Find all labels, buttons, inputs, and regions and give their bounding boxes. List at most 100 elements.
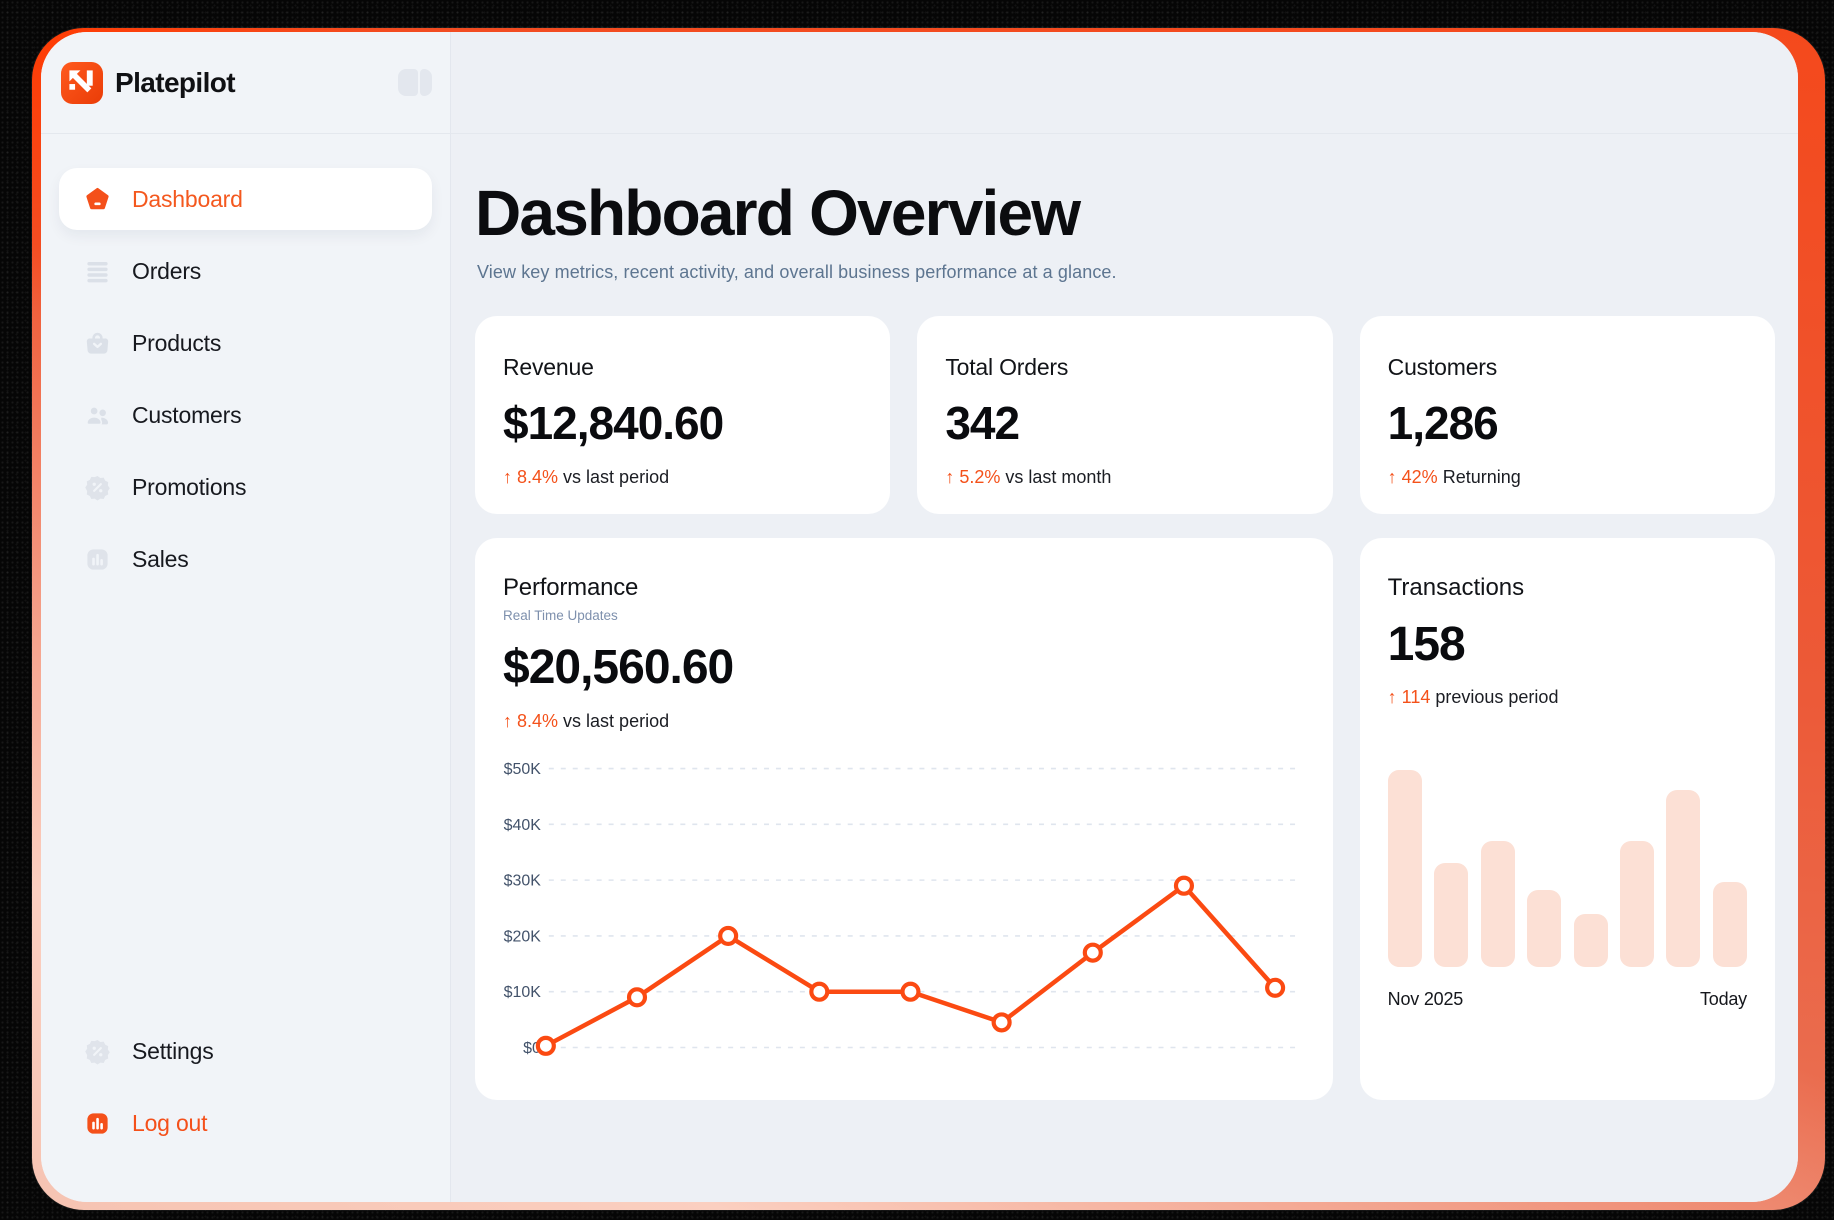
metric-value: $12,840.60 [503, 397, 724, 449]
delta-note: vs last month [1005, 467, 1112, 487]
transactions-title: Transactions [1387, 574, 1525, 601]
metric-value: 342 [945, 397, 1020, 449]
transactions-bar [1573, 913, 1608, 967]
sidebar-item-settings[interactable]: Settings [59, 1020, 432, 1082]
range-end-label: Today [1699, 989, 1747, 1009]
sidebar-collapse-button[interactable] [398, 69, 432, 96]
app-window: Platepilot Dashboard [41, 32, 1798, 1202]
delta-up-indicator: ↑ 5.2% [945, 467, 1001, 487]
metric-value: 1,286 [1387, 397, 1499, 449]
performance-realtime-tag: Real Time Updates [503, 608, 618, 623]
sidebar-item-logout[interactable]: Log out [59, 1092, 432, 1154]
sidebar-item-sales[interactable]: Sales [59, 528, 432, 590]
performance-delta: ↑ 8.4% vs last period [503, 711, 1305, 732]
line-chart-point [718, 925, 739, 946]
brand-name: Platepilot [115, 66, 236, 98]
line-chart-point [1082, 942, 1103, 963]
svg-text:$10K: $10K [504, 984, 542, 1001]
customers-card: Customers 1,286 ↑ 42% Returning [1359, 316, 1775, 514]
sidebar-item-orders[interactable]: Orders [59, 240, 432, 302]
transactions-bar [1527, 890, 1562, 967]
sidebar-item-label: Products [132, 329, 222, 356]
delta-note: vs last period [563, 711, 670, 731]
settings-icon [84, 1038, 111, 1065]
dashboard-icon [84, 186, 111, 213]
orders-icon [84, 258, 111, 285]
transactions-bar [1434, 862, 1469, 967]
line-chart-point [1173, 875, 1195, 896]
sidebar-item-label: Customers [132, 401, 242, 428]
sidebar-item-label: Log out [132, 1109, 208, 1136]
delta-up-indicator: ↑ 8.4% [503, 467, 559, 487]
delta-up-indicator: ↑ 42% [1387, 467, 1438, 487]
transactions-value: 158 [1387, 618, 1466, 671]
line-chart-point [900, 981, 921, 1002]
sidebar-item-dashboard[interactable]: Dashboard [59, 168, 432, 230]
line-chart-point [1265, 977, 1286, 998]
delta-note: vs last period [563, 467, 670, 487]
svg-text:$40K: $40K [504, 817, 542, 834]
transactions-delta: ↑ 114 previous period [1388, 687, 1747, 708]
logout-icon [84, 1110, 111, 1137]
dashboard-grid: Revenue $12,840.60 ↑ 8.4% vs last period… [475, 316, 1775, 1100]
products-bag-icon [84, 330, 111, 357]
range-start-label: Nov 2025 [1387, 989, 1464, 1009]
revenue-card: Revenue $12,840.60 ↑ 8.4% vs last period [475, 316, 891, 514]
transactions-bar [1666, 789, 1701, 967]
sidebar-item-label: Dashboard [132, 185, 243, 212]
sidebar-item-label: Promotions [132, 473, 247, 500]
main-header [451, 32, 1798, 134]
delta-note: Returning [1442, 467, 1521, 487]
sidebar-collapse-icon [398, 69, 418, 96]
metric-label: Revenue [503, 354, 594, 380]
sidebar-item-label: Sales [132, 545, 189, 572]
delta-up-indicator: ↑ 8.4% [503, 711, 559, 731]
brand-logo-icon [61, 61, 103, 104]
line-chart-point [535, 1035, 556, 1056]
metric-delta: ↑ 8.4% vs last period [503, 467, 862, 488]
sidebar-item-promotions[interactable]: Promotions [59, 456, 432, 518]
performance-title: Performance [503, 574, 639, 601]
metric-label: Total Orders [945, 354, 1069, 380]
metric-delta: ↑ 5.2% vs last month [945, 467, 1304, 488]
line-chart-point [991, 1012, 1012, 1033]
transactions-card: Transactions 158 ↑ 114 previous period N… [1359, 538, 1775, 1100]
line-chart-point [626, 987, 648, 1008]
main-area: Dashboard Overview View key metrics, rec… [451, 32, 1798, 1202]
sidebar-nav: Dashboard Orders [41, 134, 450, 590]
page-subtitle: View key metrics, recent activity, and o… [477, 262, 1117, 282]
sidebar-item-label: Settings [132, 1037, 214, 1064]
performance-line-chart: $0$10K$20K$30K$40K$50K [504, 761, 1303, 1057]
sidebar-header: Platepilot [41, 32, 450, 134]
delta-up-indicator: ↑ 114 [1387, 687, 1431, 707]
sidebar-item-customers[interactable]: Customers [59, 384, 432, 446]
main-content: Dashboard Overview View key metrics, rec… [451, 134, 1798, 1100]
transactions-bar-chart [1387, 770, 1747, 967]
sidebar-item-products[interactable]: Products [59, 312, 432, 374]
performance-card: Performance Real Time Updates $20,560.60… [475, 538, 1333, 1100]
sales-bar-chart-icon [84, 546, 111, 573]
sidebar-item-label: Orders [132, 257, 202, 284]
metric-label: Customers [1387, 354, 1498, 380]
svg-text:$30K: $30K [504, 873, 542, 890]
total-orders-card: Total Orders 342 ↑ 5.2% vs last month [917, 316, 1333, 514]
sidebar: Platepilot Dashboard [41, 32, 451, 1202]
delta-note: previous period [1435, 687, 1559, 707]
transactions-bar [1620, 840, 1654, 967]
transactions-bar [1387, 770, 1422, 967]
app-frame-border: Platepilot Dashboard [32, 28, 1825, 1210]
transactions-bar [1712, 882, 1747, 967]
metric-delta: ↑ 42% Returning [1388, 467, 1747, 488]
performance-value: $20,560.60 [503, 641, 734, 694]
svg-text:$20K: $20K [504, 928, 542, 945]
page-title: Dashboard Overview [475, 177, 1081, 249]
promotions-badge-percent-icon [84, 474, 111, 501]
transactions-bar [1480, 840, 1515, 967]
sidebar-footer: Settings [41, 1020, 450, 1202]
transactions-range: Nov 2025 Today [1387, 989, 1748, 1010]
svg-text:$50K: $50K [504, 761, 542, 778]
performance-chart-area: $0 $10K $20K $30K $40K $50K [503, 758, 1305, 1075]
line-chart-point [809, 981, 830, 1002]
customers-icon [84, 402, 111, 429]
